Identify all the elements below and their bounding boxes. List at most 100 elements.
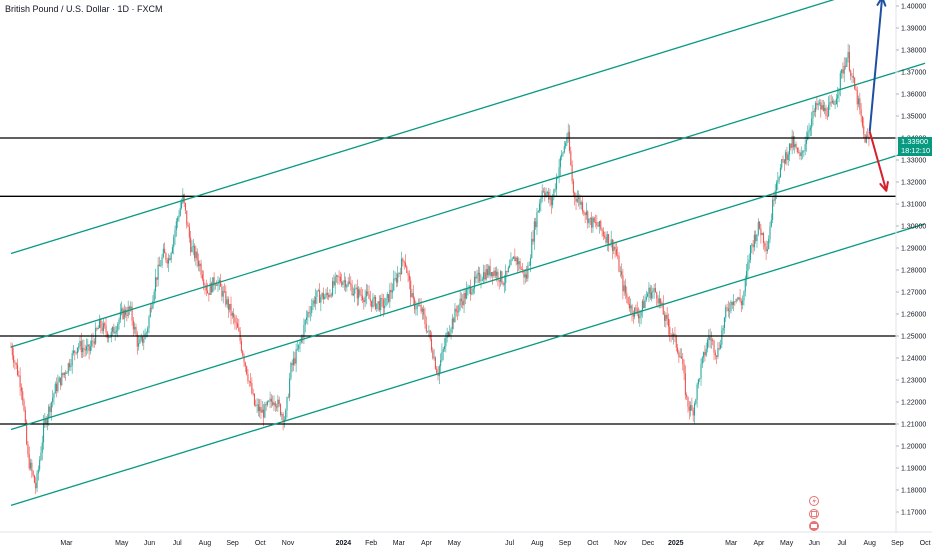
candle-body xyxy=(499,271,502,282)
bullish-projection-head xyxy=(876,0,887,7)
candle-body xyxy=(540,198,542,204)
candle-body xyxy=(395,277,397,283)
event-markers[interactable] xyxy=(809,496,819,531)
candle-body xyxy=(52,397,54,403)
candle-body xyxy=(220,280,222,287)
candle-body xyxy=(294,358,296,364)
candle-body xyxy=(645,296,647,300)
candle-body xyxy=(39,459,41,470)
candle-body xyxy=(440,360,442,367)
candle-body xyxy=(316,290,318,297)
candle-body xyxy=(703,351,705,358)
candle-body xyxy=(15,362,17,365)
candle-body xyxy=(417,304,420,306)
time-axis[interactable]: Mar May Jun Jul Aug Sep Oct Nov 2024 Feb Mar Apr May… xyxy=(60,540,930,547)
time-tick-label: Aug xyxy=(199,540,212,547)
candle-body xyxy=(251,382,253,394)
candle-body xyxy=(37,469,39,474)
candle-body xyxy=(230,303,232,316)
candle-body xyxy=(320,296,322,303)
candle-body xyxy=(416,304,418,309)
candle-body xyxy=(690,405,692,411)
candle-body xyxy=(287,397,289,398)
candle-body xyxy=(199,263,201,267)
candle-body xyxy=(847,51,849,59)
candle-body xyxy=(652,290,654,293)
candle-body xyxy=(718,348,720,349)
candle-body xyxy=(514,256,516,262)
candle-body xyxy=(660,298,662,305)
candle-body xyxy=(372,298,374,307)
candle-body xyxy=(164,248,166,254)
candle-body xyxy=(394,277,396,279)
candle-body xyxy=(584,213,586,216)
candle-body xyxy=(673,333,675,337)
candle-body xyxy=(104,323,106,326)
candle-body xyxy=(602,231,604,236)
candle-body xyxy=(774,190,776,201)
candle-body xyxy=(860,109,862,117)
price-tick-label: 1.24000 xyxy=(901,356,926,363)
candle-body xyxy=(445,337,447,347)
candle-body xyxy=(719,344,722,349)
candle-body xyxy=(28,454,30,469)
candle-body xyxy=(818,102,821,104)
candle-body xyxy=(201,274,203,280)
candle-body xyxy=(110,331,112,338)
candle-body xyxy=(401,258,403,275)
candle-body xyxy=(291,363,293,366)
candle-body xyxy=(408,275,410,281)
candle-body xyxy=(85,346,88,351)
candle-body xyxy=(572,181,574,193)
candle-body xyxy=(348,281,351,284)
candle-body xyxy=(841,69,843,73)
time-tick-label: Oct xyxy=(255,540,266,547)
candle-body xyxy=(278,399,280,405)
candle-body xyxy=(441,351,443,361)
price-tick-label: 1.31000 xyxy=(901,202,926,209)
candle-body xyxy=(259,406,261,412)
candle-body xyxy=(585,211,587,216)
candle-body xyxy=(550,197,552,206)
candle-body xyxy=(709,336,711,341)
candle-body xyxy=(804,144,806,151)
candle-body xyxy=(705,348,707,356)
candle-body xyxy=(532,238,534,242)
candle-body xyxy=(729,310,731,312)
candle-body xyxy=(238,327,240,331)
candle-body xyxy=(345,280,347,288)
candle-body xyxy=(822,105,824,111)
candle-body xyxy=(546,191,548,194)
candle-body xyxy=(601,228,603,232)
candle-body xyxy=(89,346,91,351)
candle-body xyxy=(593,217,595,223)
price-axis[interactable]: 1.40000 1.39000 1.38000 1.37000 1.36000 1.350… xyxy=(896,4,926,517)
candle-body xyxy=(406,266,408,274)
candle-body xyxy=(734,301,736,303)
candle-body xyxy=(637,313,640,319)
candle-body xyxy=(322,293,325,300)
candle-body xyxy=(117,324,119,331)
candle-body xyxy=(13,355,15,363)
candle-body xyxy=(152,300,154,309)
candle-body xyxy=(666,314,668,319)
candle-body xyxy=(421,308,423,312)
candle-body xyxy=(815,103,817,112)
candle-body xyxy=(591,217,593,228)
time-tick-label: 2025 xyxy=(668,540,684,547)
candle-body xyxy=(472,288,474,293)
candle-body xyxy=(744,278,746,292)
candle-body xyxy=(811,118,813,128)
candle-body xyxy=(765,246,767,252)
candle-body xyxy=(833,100,835,105)
flag-icon[interactable] xyxy=(809,521,819,531)
candle-body xyxy=(492,272,494,277)
time-tick-label: 2024 xyxy=(336,540,352,547)
candle-body xyxy=(26,422,28,445)
candle-body xyxy=(778,177,780,181)
lightning-icon[interactable] xyxy=(809,496,819,506)
candle-body xyxy=(446,331,448,338)
candle-body xyxy=(533,221,535,242)
calendar-icon[interactable] xyxy=(809,509,819,519)
